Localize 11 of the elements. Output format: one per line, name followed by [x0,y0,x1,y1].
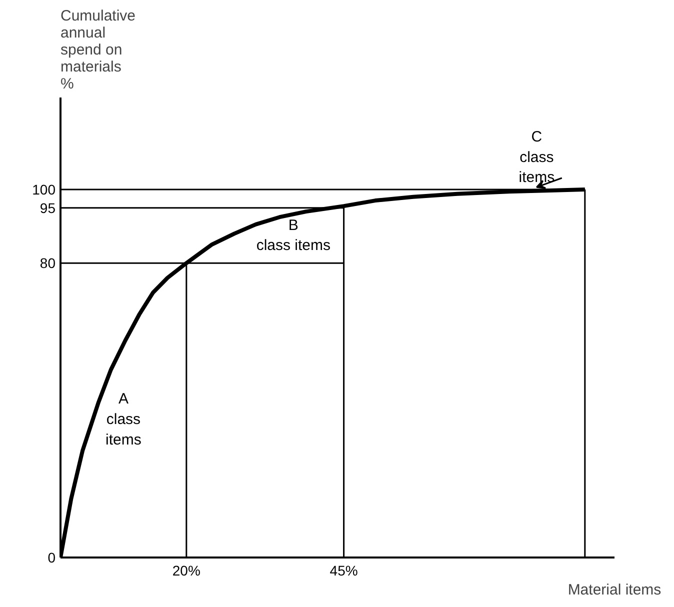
y-tick-label: 95 [40,200,56,216]
y-tick-label: 0 [48,550,56,566]
x-axis-title: Material items [568,582,662,598]
y-axis-title: Cumulative annual spend on materials % [60,8,136,92]
annotation: B class items [256,216,331,254]
x-tick-label: 20% [172,562,200,578]
annotation: C class items [518,128,555,186]
y-tick-label: 80 [40,255,56,272]
x-tick-label: 45% [330,562,358,578]
annotation: A class items [106,390,142,448]
y-tick-label: 100 [32,182,56,198]
